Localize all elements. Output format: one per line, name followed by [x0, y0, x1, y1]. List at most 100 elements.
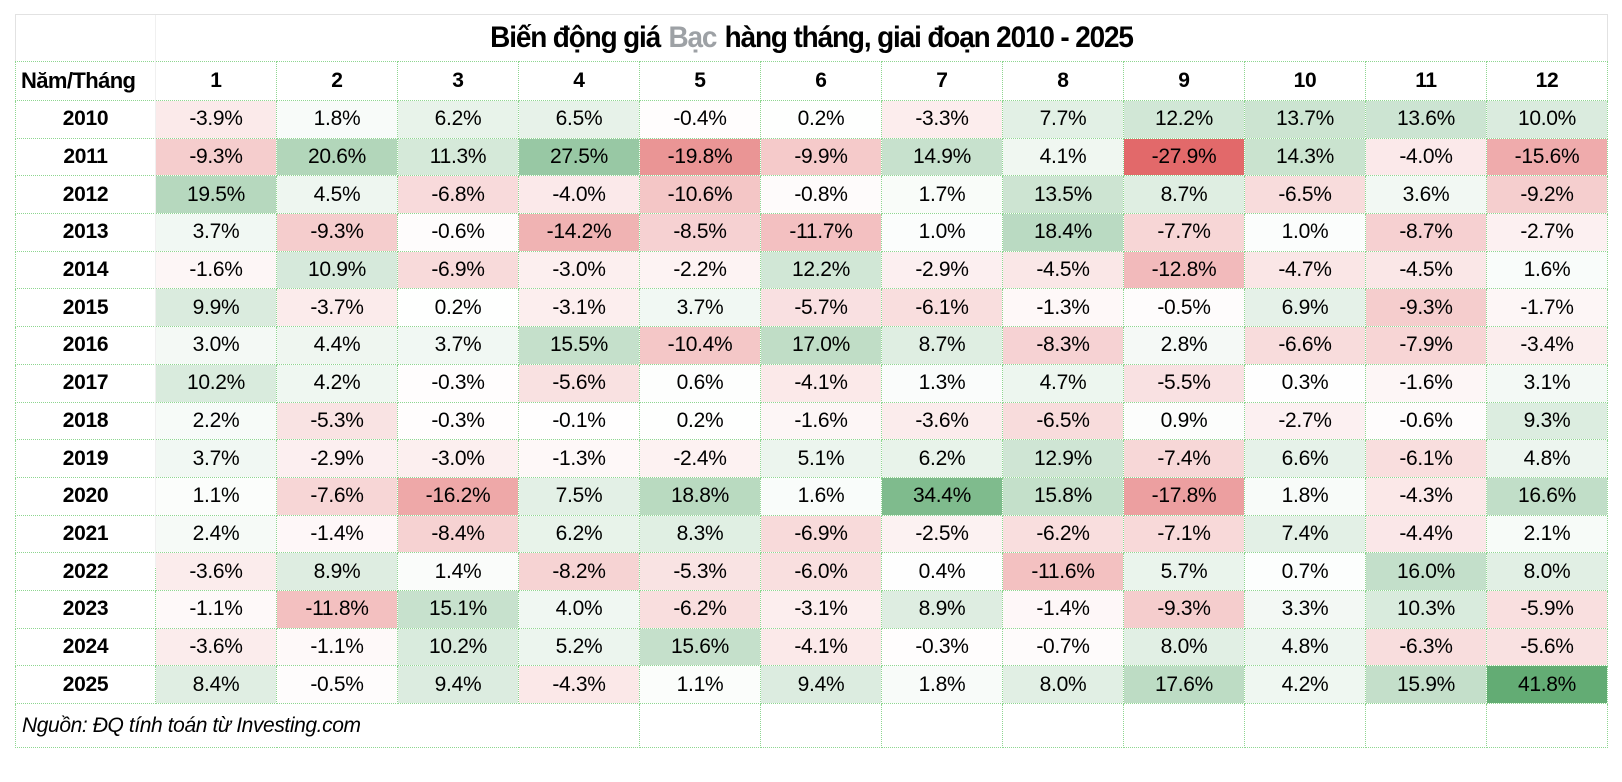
- heatmap-cell: -3.7%: [276, 288, 398, 328]
- heatmap-cell: -8.3%: [1002, 326, 1124, 365]
- heatmap-cell: 0.6%: [639, 363, 761, 403]
- heatmap-cell: 27.5%: [518, 137, 640, 177]
- heatmap-cell: 6.9%: [1244, 288, 1366, 328]
- heatmap-cell: -5.7%: [760, 288, 882, 328]
- heatmap-cell: 3.7%: [155, 213, 277, 252]
- heatmap-cell: -17.8%: [1123, 476, 1245, 516]
- heatmap-cell: 11.3%: [397, 137, 519, 177]
- empty-cell: [760, 703, 882, 748]
- heatmap-cell: -8.5%: [639, 213, 761, 252]
- heatmap-cell: 4.8%: [1486, 439, 1608, 478]
- heatmap-cell: -2.4%: [639, 439, 761, 478]
- chart-title-band: Biến động giá Bạc hàng tháng, giai đoạn …: [15, 14, 1608, 567]
- row-header-year: 2017: [15, 363, 156, 403]
- table-row-2014: 2014 -1.6% 10.9% -6.9% -3.0% -2.2% 12.2% -2.9% -…: [15, 250, 1608, 290]
- heatmap-cell: 16.6%: [1486, 476, 1608, 516]
- heatmap-cell: 15.1%: [397, 589, 519, 629]
- heatmap-cell: -9.3%: [276, 213, 398, 252]
- heatmap-cell: -6.9%: [397, 250, 519, 290]
- heatmap-cell: -7.4%: [1123, 439, 1245, 478]
- heatmap-cell: -7.6%: [276, 476, 398, 516]
- empty-cell: [1365, 703, 1487, 748]
- heatmap-cell: -4.0%: [1365, 137, 1487, 177]
- heatmap-cell: -9.3%: [1123, 589, 1245, 629]
- heatmap-cell: 3.3%: [1244, 589, 1366, 629]
- heatmap-cell: -1.6%: [1365, 363, 1487, 403]
- heatmap-cell: -4.4%: [1365, 514, 1487, 554]
- column-header-month-9: 9: [1123, 61, 1245, 101]
- heatmap-cell: 14.9%: [881, 137, 1003, 177]
- title-grid-lines: [16, 15, 156, 567]
- heatmap-cell: 3.1%: [1486, 363, 1608, 403]
- row-header-year: 2022: [15, 552, 156, 591]
- heatmap-body: 2010 -3.9% 1.8% 6.2% 6.5% -0.4% 0.2% -3.3% 7.7% 1…: [15, 100, 1608, 704]
- table-row-2018: 2018 2.2% -5.3% -0.3% -0.1% 0.2% -1.6% -3.6% -6.…: [15, 401, 1608, 441]
- heatmap-cell: -3.0%: [397, 439, 519, 478]
- table-row-2011: 2011 -9.3% 20.6% 11.3% 27.5% -19.8% -9.9% 14.9%…: [15, 137, 1608, 177]
- heatmap-cell: -4.5%: [1365, 250, 1487, 290]
- heatmap-cell: 2.8%: [1123, 326, 1245, 365]
- column-header-month-10: 10: [1244, 61, 1366, 101]
- heatmap-cell: 10.2%: [397, 627, 519, 667]
- heatmap-cell: -12.8%: [1123, 250, 1245, 290]
- heatmap-cell: -5.5%: [1123, 363, 1245, 403]
- row-header-year: 2021: [15, 514, 156, 554]
- heatmap-cell: 6.6%: [1244, 439, 1366, 478]
- heatmap-cell: -0.5%: [276, 665, 398, 704]
- heatmap-cell: 8.0%: [1002, 665, 1124, 704]
- heatmap-cell: 9.4%: [760, 665, 882, 704]
- row-header-year: 2023: [15, 589, 156, 629]
- heatmap-cell: -4.0%: [518, 175, 640, 215]
- heatmap-cell: 9.3%: [1486, 401, 1608, 441]
- heatmap-cell: -1.6%: [760, 401, 882, 441]
- heatmap-cell: -0.3%: [397, 401, 519, 441]
- heatmap-cell: 5.7%: [1123, 552, 1245, 591]
- heatmap-cell: 1.1%: [639, 665, 761, 704]
- heatmap-cell: 8.7%: [1123, 175, 1245, 215]
- heatmap-cell: 18.8%: [639, 476, 761, 516]
- heatmap-cell: -6.1%: [881, 288, 1003, 328]
- heatmap-cell: 7.5%: [518, 476, 640, 516]
- heatmap-grid: Năm/Tháng 1 2 3 4 5 6 7 8 9 10 11 12 2010 -3.9% 1.8% 6.…: [15, 61, 1608, 748]
- heatmap-cell: -0.4%: [639, 100, 761, 139]
- heatmap-cell: -3.6%: [155, 552, 277, 591]
- title-grid-cell: [16, 475, 156, 521]
- heatmap-cell: -2.9%: [881, 250, 1003, 290]
- heatmap-cell: -11.8%: [276, 589, 398, 629]
- heatmap-cell: 12.2%: [760, 250, 882, 290]
- heatmap-cell: 4.2%: [276, 363, 398, 403]
- title-grid-cell: [16, 567, 156, 613]
- heatmap-cell: 6.5%: [518, 100, 640, 139]
- heatmap-cell: -3.6%: [155, 627, 277, 667]
- heatmap-cell: 0.2%: [760, 100, 882, 139]
- heatmap-cell: 10.2%: [155, 363, 277, 403]
- heatmap-cell: 13.6%: [1365, 100, 1487, 139]
- heatmap-cell: -0.6%: [397, 213, 519, 252]
- heatmap-cell: -9.2%: [1486, 175, 1608, 215]
- heatmap-cell: -9.3%: [155, 137, 277, 177]
- heatmap-cell: 8.0%: [1123, 627, 1245, 667]
- heatmap-cell: 3.7%: [155, 439, 277, 478]
- heatmap-cell: 4.7%: [1002, 363, 1124, 403]
- heatmap-cell: -6.9%: [760, 514, 882, 554]
- title-grid-cell: [16, 521, 156, 567]
- heatmap-cell: -4.1%: [760, 627, 882, 667]
- heatmap-cell: -6.5%: [1244, 175, 1366, 215]
- heatmap-cell: 5.1%: [760, 439, 882, 478]
- heatmap-cell: 1.1%: [155, 476, 277, 516]
- heatmap-cell: 4.8%: [1244, 627, 1366, 667]
- heatmap-cell: -2.7%: [1486, 213, 1608, 252]
- heatmap-cell: 15.5%: [518, 326, 640, 365]
- row-header-year: 2013: [15, 213, 156, 252]
- heatmap-cell: 10.0%: [1486, 100, 1608, 139]
- title-grid-cell: [16, 15, 156, 61]
- heatmap-cell: 7.7%: [1002, 100, 1124, 139]
- heatmap-cell: -4.3%: [518, 665, 640, 704]
- heatmap-cell: -16.2%: [397, 476, 519, 516]
- heatmap-cell: -19.8%: [639, 137, 761, 177]
- column-header-month-12: 12: [1486, 61, 1608, 101]
- heatmap-cell: 1.4%: [397, 552, 519, 591]
- heatmap-cell: -4.7%: [1244, 250, 1366, 290]
- row-header-year: 2014: [15, 250, 156, 290]
- column-headers: Năm/Tháng 1 2 3 4 5 6 7 8 9 10 11 12: [15, 61, 1608, 101]
